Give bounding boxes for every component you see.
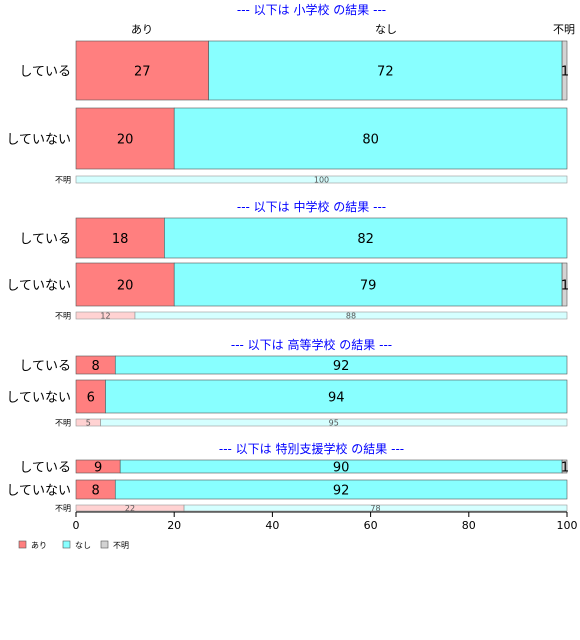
legend-label: なし bbox=[75, 541, 91, 550]
data-label: 27 bbox=[134, 65, 151, 80]
bar-segment-nashi bbox=[114, 355, 568, 375]
x-tick-label: 0 bbox=[73, 519, 80, 532]
data-label: 6 bbox=[87, 391, 95, 406]
data-label: 90 bbox=[333, 461, 350, 476]
bar-segment-nashi bbox=[183, 504, 568, 512]
x-tick-label: 100 bbox=[557, 519, 578, 532]
bar-segment-fumei bbox=[561, 40, 568, 101]
bar-segment-nashi bbox=[208, 40, 563, 101]
data-label: 20 bbox=[117, 279, 134, 294]
row-label: 不明 bbox=[55, 419, 71, 428]
group-title: --- 以下は 中学校 の結果 --- bbox=[237, 199, 386, 214]
bar-segment-ari bbox=[75, 217, 165, 259]
legend-swatch-ari bbox=[18, 540, 27, 549]
legend-swatch-fumei bbox=[100, 540, 109, 549]
data-label: 72 bbox=[377, 65, 394, 80]
x-tick-label: 60 bbox=[364, 519, 378, 532]
bar-segment-fumei bbox=[561, 459, 568, 474]
row-label: していない bbox=[6, 279, 71, 294]
legend-label: あり bbox=[31, 541, 47, 550]
data-label: 100 bbox=[314, 176, 329, 185]
data-label: 1 bbox=[561, 461, 569, 476]
bar-segment-nashi bbox=[75, 175, 568, 184]
row-label: 不明 bbox=[55, 312, 71, 321]
bar-segment-nashi bbox=[114, 479, 568, 500]
data-label: 18 bbox=[112, 232, 129, 247]
data-label: 22 bbox=[125, 504, 135, 513]
x-tick-label: 40 bbox=[265, 519, 279, 532]
data-label: 8 bbox=[91, 484, 99, 499]
row-label: 不明 bbox=[55, 176, 71, 185]
row-label: 不明 bbox=[55, 504, 71, 513]
data-label: 5 bbox=[86, 419, 91, 428]
top-series-label: なし bbox=[375, 23, 397, 36]
bar-segment-ari bbox=[75, 262, 175, 307]
data-label: 20 bbox=[117, 133, 134, 148]
data-label: 12 bbox=[100, 312, 110, 321]
row-label: していない bbox=[6, 484, 71, 499]
data-label: 78 bbox=[370, 504, 380, 513]
bar-segment-nashi bbox=[164, 217, 568, 259]
data-label: 9 bbox=[94, 461, 102, 476]
group-title: --- 以下は 高等学校 の結果 --- bbox=[231, 337, 392, 352]
bar-segment-nashi bbox=[173, 262, 563, 307]
bar-segment-nashi bbox=[105, 379, 568, 414]
data-label: 92 bbox=[333, 359, 350, 374]
data-label: 8 bbox=[91, 359, 99, 374]
row-label: している bbox=[19, 359, 71, 374]
data-label: 82 bbox=[357, 232, 374, 247]
row-label: している bbox=[19, 461, 71, 476]
bar-segment-nashi bbox=[173, 107, 568, 170]
data-label: 79 bbox=[360, 279, 377, 294]
top-series-label: あり bbox=[131, 23, 153, 36]
data-label: 92 bbox=[333, 484, 350, 499]
data-label: 94 bbox=[328, 391, 345, 406]
data-label: 1 bbox=[561, 65, 569, 80]
data-label: 80 bbox=[362, 133, 379, 148]
bar-segment-nashi bbox=[100, 418, 568, 427]
bar-segment-nashi bbox=[134, 311, 568, 320]
group-title: --- 以下は 特別支援学校 の結果 --- bbox=[219, 441, 404, 456]
row-label: している bbox=[19, 65, 71, 80]
x-tick-label: 80 bbox=[462, 519, 476, 532]
data-label: 1 bbox=[561, 279, 569, 294]
legend-label: 不明 bbox=[113, 541, 129, 550]
data-label: 95 bbox=[329, 419, 339, 428]
group-title: --- 以下は 小学校 の結果 --- bbox=[237, 2, 386, 17]
bar-segment-ari bbox=[75, 379, 106, 414]
bar-segment-fumei bbox=[561, 262, 568, 307]
row-label: している bbox=[19, 232, 71, 247]
row-label: していない bbox=[6, 391, 71, 406]
row-label: していない bbox=[6, 133, 71, 148]
legend-swatch-nashi bbox=[62, 540, 71, 549]
top-series-label: 不明 bbox=[553, 23, 575, 36]
bar-segment-ari bbox=[75, 40, 209, 101]
x-tick-label: 20 bbox=[167, 519, 181, 532]
data-label: 88 bbox=[346, 312, 356, 321]
